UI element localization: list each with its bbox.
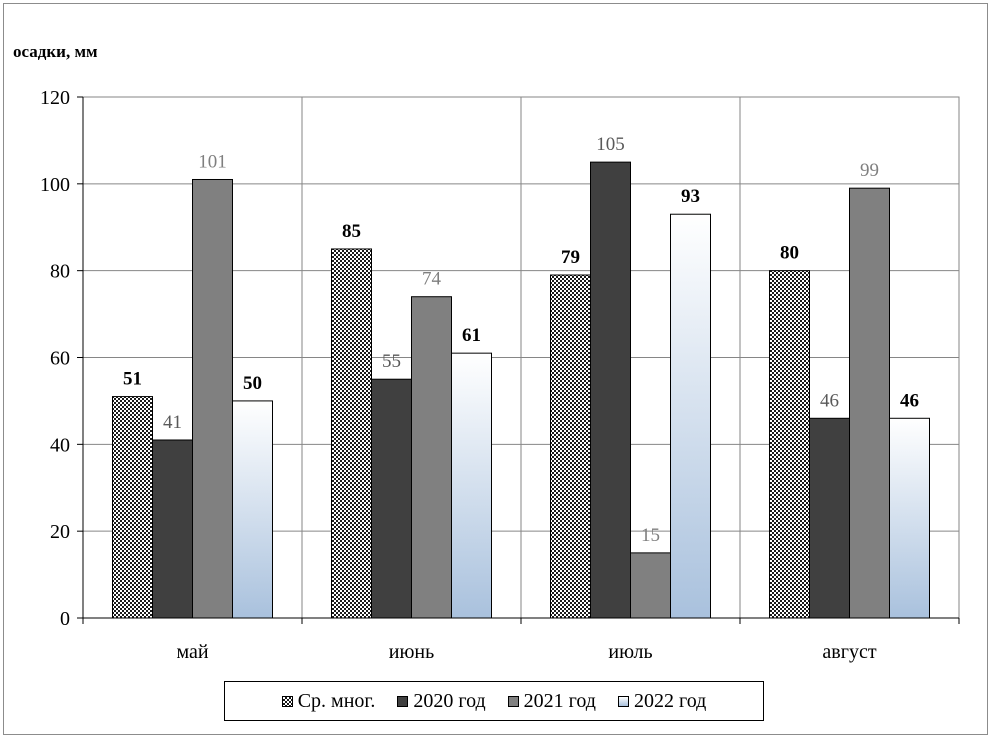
data-label: 101 [198, 151, 227, 172]
y-tick-label: 0 [60, 608, 70, 630]
x-category-label: июль [608, 641, 652, 663]
data-label: 74 [422, 269, 442, 290]
legend-item-avg: Ср. мног. [281, 689, 376, 713]
data-label: 55 [382, 351, 401, 372]
bar [232, 400, 273, 619]
legend-item-2022: 2022 год [617, 689, 707, 713]
data-label: 105 [596, 134, 625, 155]
y-tick-label: 80 [50, 261, 70, 283]
bar [630, 552, 671, 619]
bar [112, 396, 153, 619]
y-tick-label: 20 [50, 521, 70, 543]
data-label: 50 [243, 373, 262, 394]
legend-swatch-light [617, 695, 629, 707]
bar [590, 161, 631, 619]
legend-label-2020: 2020 год [413, 689, 486, 712]
data-label: 80 [780, 243, 799, 264]
y-tick-label: 40 [50, 434, 70, 456]
bar [152, 439, 193, 619]
legend-label-2022: 2022 год [633, 689, 707, 712]
y-tick-label: 100 [40, 174, 70, 196]
y-tick-label: 120 [40, 87, 70, 109]
data-label: 79 [561, 247, 580, 268]
data-label: 99 [860, 160, 879, 181]
y-axis-title: осадки, мм [13, 42, 98, 61]
x-category-label: июнь [389, 641, 434, 663]
bar [849, 187, 890, 619]
legend-item-2021: 2021 год [507, 689, 596, 713]
bar [371, 378, 412, 619]
data-label: 51 [123, 369, 142, 390]
data-label: 61 [462, 325, 481, 346]
legend-label-avg: Ср. мног. [297, 689, 376, 712]
bar [451, 352, 492, 619]
x-category-label: май [176, 641, 208, 663]
data-label: 41 [163, 412, 182, 433]
bar [670, 213, 711, 619]
bar [192, 178, 233, 619]
bar [331, 248, 372, 619]
bar [769, 270, 810, 619]
bar [550, 274, 591, 619]
bar [809, 417, 850, 619]
data-label: 93 [681, 186, 700, 207]
legend-label-2021: 2021 год [523, 689, 596, 712]
y-tick-label: 60 [50, 348, 70, 370]
data-label: 85 [342, 221, 361, 242]
legend: Ср. мног. 2020 год 2021 год 2022 год [224, 681, 764, 721]
legend-item-2020: 2020 год [397, 689, 486, 713]
bar [411, 296, 452, 619]
legend-swatch-gray [507, 695, 519, 707]
legend-swatch-dark [397, 695, 409, 707]
data-label: 46 [820, 390, 839, 411]
x-category-label: август [822, 641, 876, 663]
data-label: 15 [641, 525, 660, 546]
legend-swatch-checker [281, 695, 293, 707]
bar [889, 417, 930, 619]
data-label: 46 [900, 390, 919, 411]
